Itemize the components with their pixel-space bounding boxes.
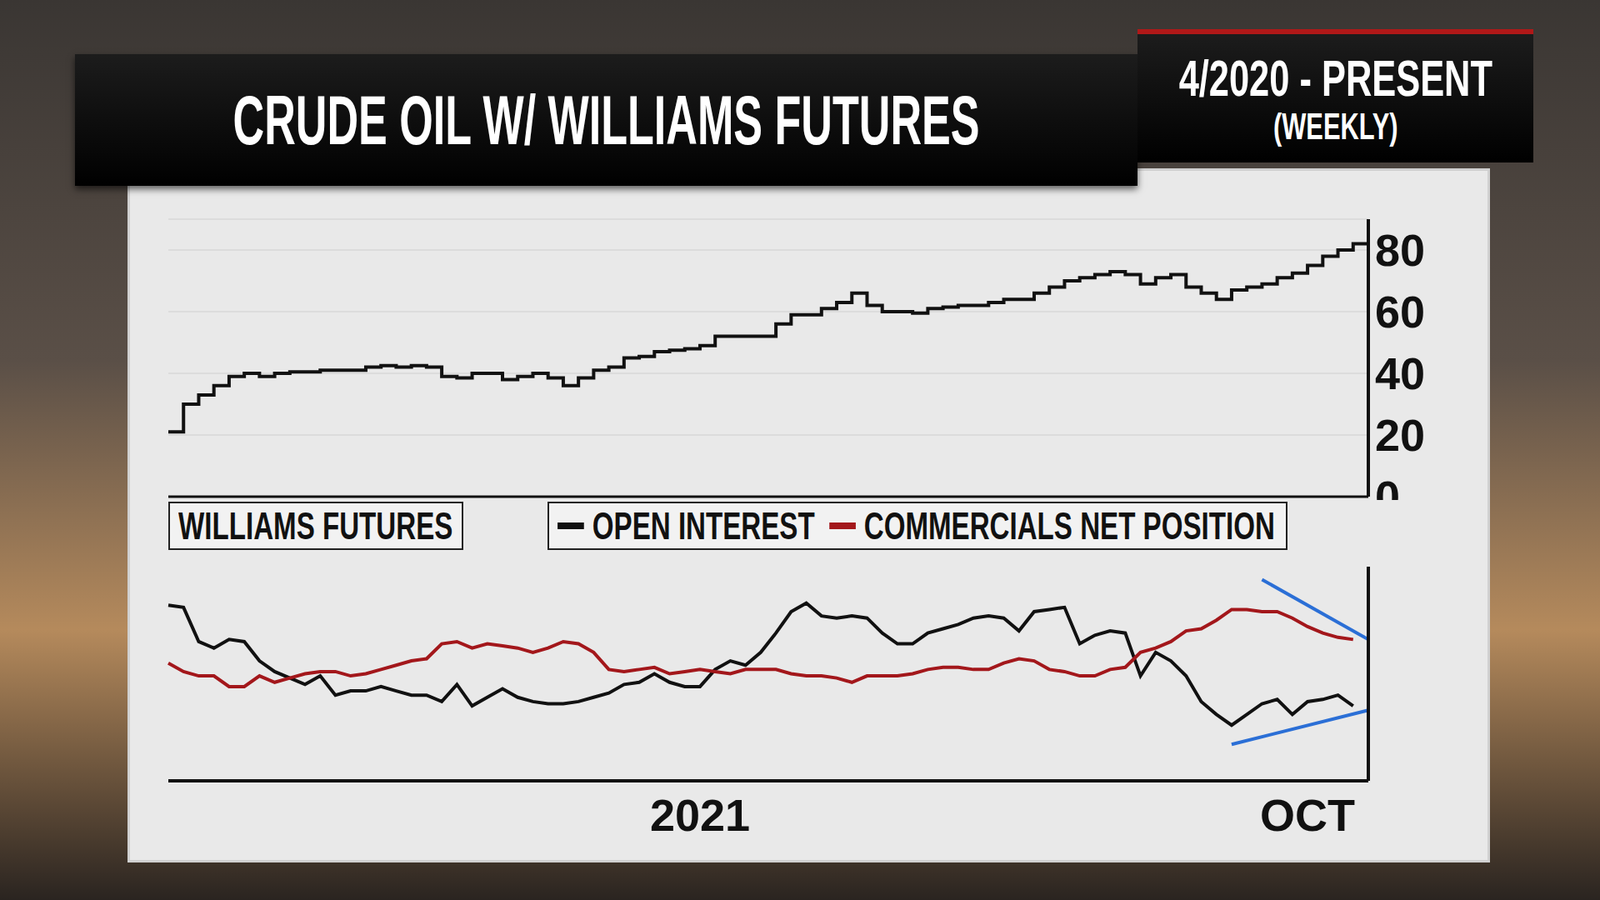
html-text:4/2020 - PRESENT: 4/2020 - PRESENT [1178,48,1493,107]
html-text:COMMERCIALS NET POSITION: COMMERCIALS NET POSITION [863,504,1275,548]
html-text:OPEN INTEREST: OPEN INTEREST [592,504,815,548]
svg-text:60: 60 [1375,286,1425,337]
svg-text:80: 80 [1375,225,1425,275]
html-text:CRUDE OIL W/ WILLIAMS FUTURES: CRUDE OIL W/ WILLIAMS FUTURES [232,80,980,159]
svg-text:OCT: OCT [1260,790,1355,840]
svg-text:2021: 2021 [650,790,750,840]
svg-text:0: 0 [1375,471,1400,500]
html-text:(WEEKLY): (WEEKLY) [1273,105,1398,147]
html-text:WILLIAMS FUTURES: WILLIAMS FUTURES [178,504,453,548]
svg-text:40: 40 [1375,348,1425,399]
svg-text:20: 20 [1375,410,1425,460]
